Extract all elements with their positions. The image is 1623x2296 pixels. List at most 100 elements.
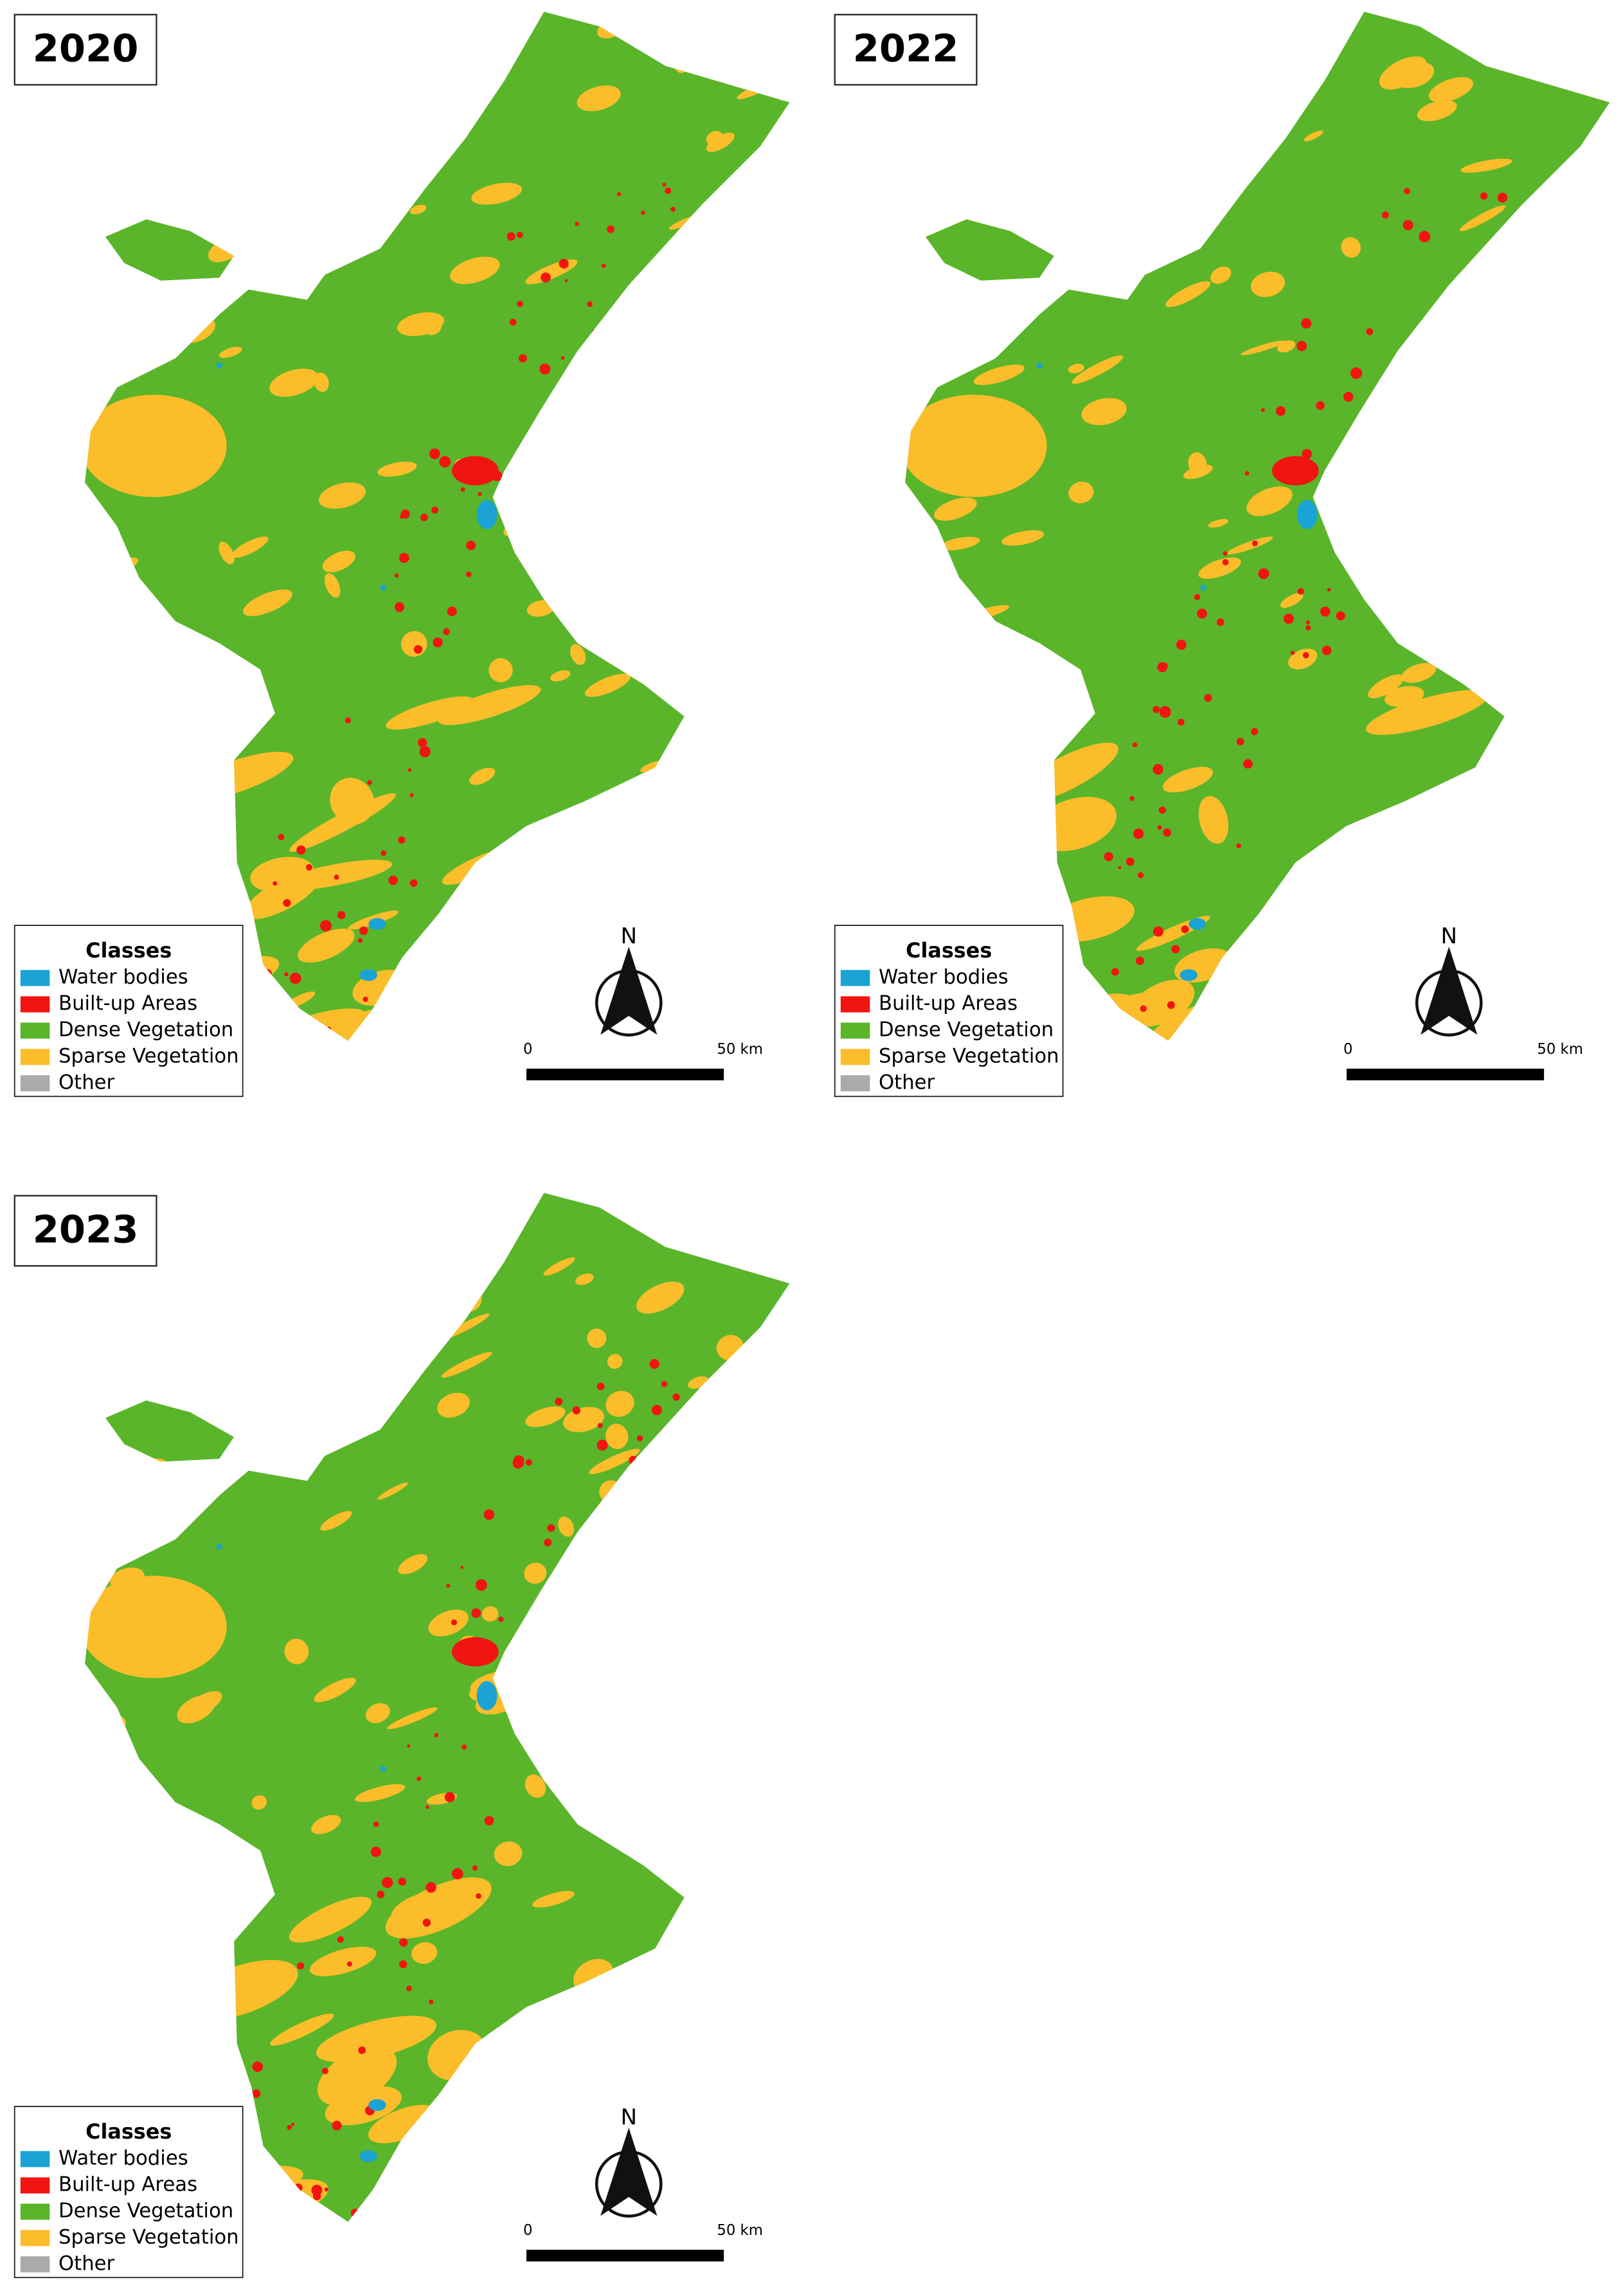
built-up-area	[1404, 188, 1410, 195]
built-up-area	[651, 1405, 662, 1416]
sparse-area	[1450, 842, 1549, 885]
built-up-area	[1137, 872, 1144, 878]
built-up-area	[665, 187, 672, 194]
built-up-area	[649, 1358, 659, 1369]
built-up-area	[1244, 471, 1250, 476]
sparse-area	[1503, 268, 1552, 289]
sparse-area	[153, 81, 202, 106]
built-up-area	[377, 1891, 385, 1898]
legend-swatch	[20, 1022, 50, 1039]
built-up-area	[513, 1455, 525, 1466]
sparse-area	[110, 1567, 145, 1590]
sparse-area	[322, 551, 355, 573]
land-cover-map	[84, 12, 790, 1041]
sparse-area	[110, 1476, 143, 1494]
legend-label: Dense Vegetation	[58, 2199, 233, 2222]
built-up-area	[462, 1744, 467, 1750]
built-up-area	[359, 926, 368, 935]
sparse-area	[112, 834, 197, 868]
built-up-area	[284, 972, 289, 977]
legend-swatch	[20, 1049, 50, 1065]
sparse-area	[604, 454, 623, 468]
built-up-area	[1260, 408, 1265, 413]
sparse-area	[530, 437, 566, 463]
sparse-area	[700, 905, 741, 927]
sparse-area	[946, 192, 981, 218]
built-up-area	[332, 2121, 342, 2131]
built-up-area	[1152, 926, 1163, 937]
legend-swatch	[840, 996, 870, 1013]
sparse-area	[716, 1586, 761, 1601]
built-up-area	[451, 456, 499, 486]
water-body	[1200, 585, 1206, 591]
built-up-area	[1258, 568, 1269, 580]
built-up-area	[319, 920, 332, 932]
sparse-area	[1474, 276, 1512, 290]
built-up-area	[337, 1936, 344, 1943]
built-up-area	[296, 845, 306, 855]
built-up-area	[1171, 945, 1180, 954]
built-up-area	[572, 1406, 580, 1415]
sparse-area	[232, 33, 255, 48]
sparse-area	[84, 2053, 152, 2095]
scale-start: 0	[523, 1041, 532, 1058]
water-body	[359, 2150, 377, 2162]
sparse-area	[333, 220, 370, 242]
sparse-area	[1239, 107, 1275, 131]
sparse-area	[1378, 847, 1412, 885]
built-up-area	[1204, 693, 1212, 702]
built-up-area	[287, 2124, 292, 2130]
sparse-area	[760, 613, 789, 632]
built-up-area	[544, 1538, 552, 1547]
scale-bar	[1347, 1069, 1545, 1081]
sparse-area	[1241, 340, 1286, 355]
built-up-area	[466, 540, 476, 551]
sparse-area	[212, 176, 228, 187]
year-box	[13, 1195, 157, 1267]
legend-label: Other	[58, 1071, 115, 1094]
sparse-area	[420, 2184, 544, 2218]
sparse-area	[1115, 77, 1152, 98]
sparse-area	[1068, 481, 1094, 504]
built-up-area	[569, 463, 575, 468]
built-up-area	[596, 1439, 608, 1451]
sparse-area	[607, 1354, 623, 1369]
water-body	[380, 585, 386, 591]
built-up-area	[547, 1524, 555, 1532]
built-up-area	[394, 602, 404, 612]
built-up-area	[662, 182, 667, 187]
legend-label: Water bodies	[58, 2146, 188, 2169]
water-body	[476, 500, 498, 530]
built-up-area	[406, 1986, 412, 1991]
built-up-area	[363, 997, 368, 1002]
sparse-area	[1246, 486, 1293, 517]
water-body	[359, 969, 377, 981]
sparse-area	[241, 59, 278, 76]
sparse-area	[1340, 945, 1406, 975]
sparse-area	[177, 1695, 216, 1723]
water-body	[368, 918, 386, 930]
sparse-area	[758, 1707, 775, 1725]
sparse-area	[135, 404, 180, 423]
sparse-area	[1366, 690, 1488, 735]
sparse-area	[358, 82, 386, 109]
sparse-area	[171, 1330, 208, 1342]
built-up-area	[1366, 328, 1374, 335]
legend-swatch	[840, 1022, 870, 1039]
built-up-area	[1216, 618, 1224, 627]
built-up-area	[262, 968, 272, 979]
built-up-area	[483, 1509, 495, 1520]
legend-label: Sparse Vegetation	[879, 1044, 1059, 1067]
built-up-area	[1104, 852, 1113, 862]
sparse-area	[731, 1725, 777, 1750]
water-body	[1036, 362, 1043, 369]
built-up-area	[460, 1565, 464, 1569]
built-up-area	[1125, 857, 1134, 866]
sparse-area	[84, 1576, 227, 1678]
built-up-area	[1336, 611, 1345, 621]
built-up-area	[399, 553, 409, 564]
built-up-area	[358, 2046, 366, 2054]
sparse-area	[1417, 100, 1457, 121]
sparse-area	[377, 1482, 408, 1500]
sparse-area	[193, 114, 227, 137]
